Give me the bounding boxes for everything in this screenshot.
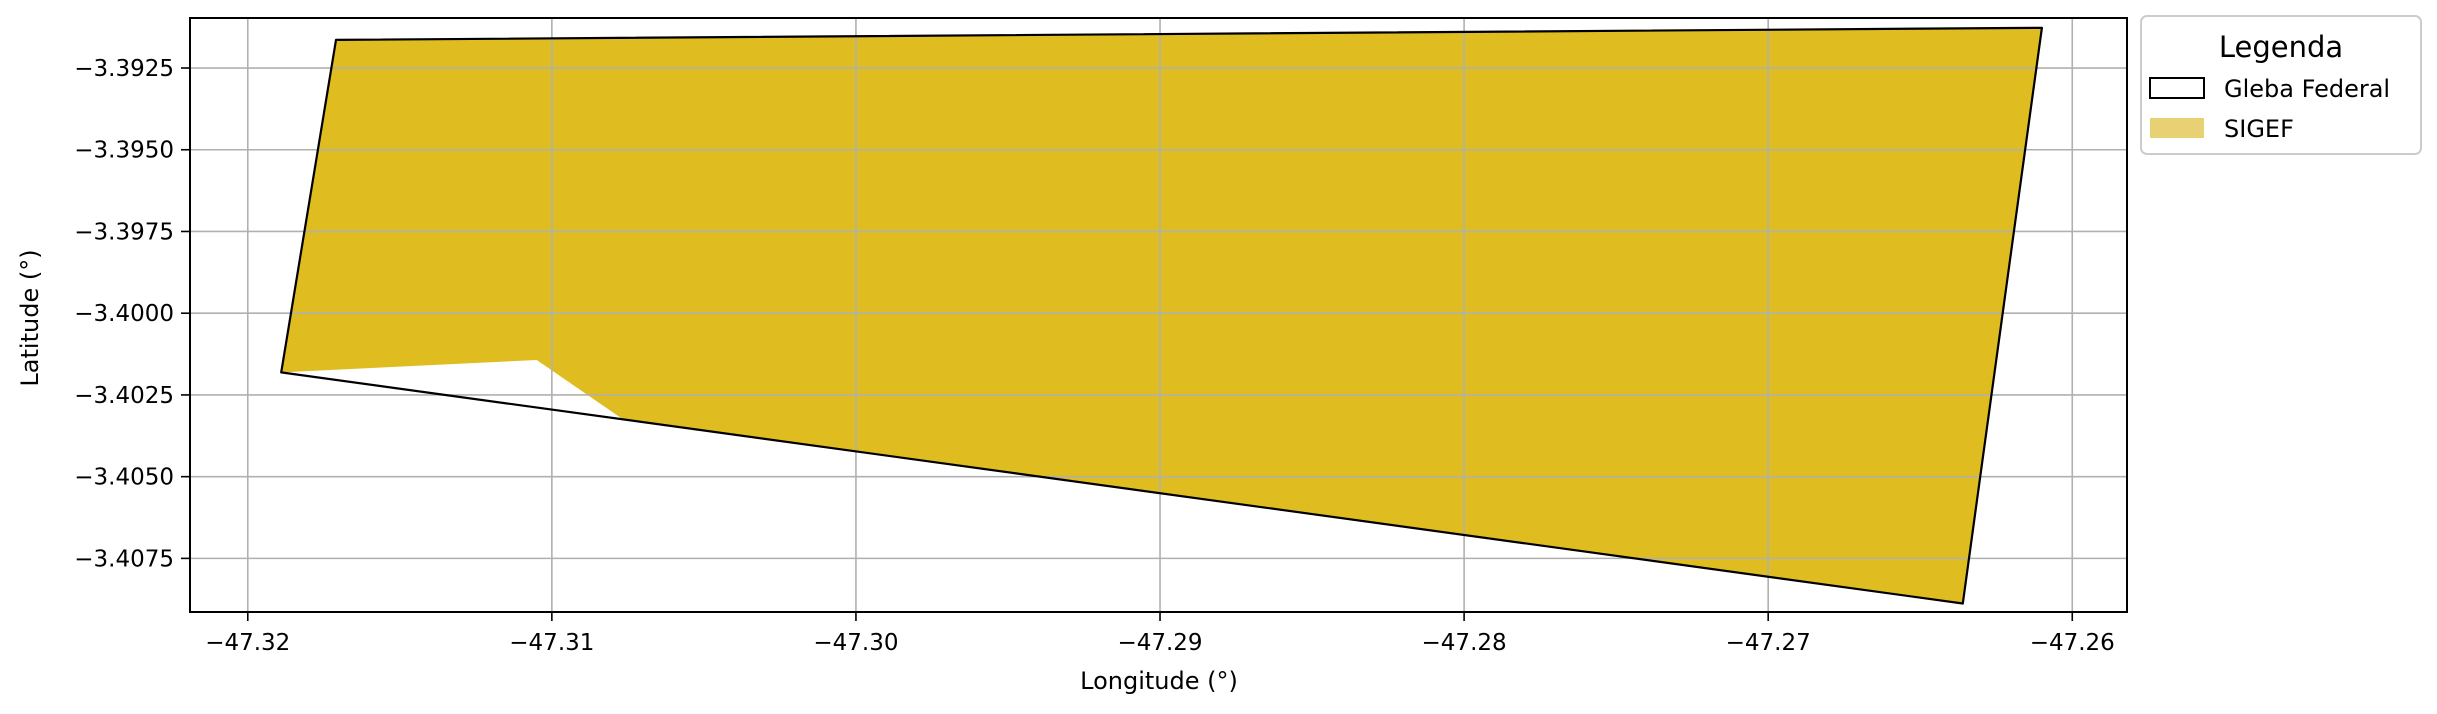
x-tick-label-5: −47.27 <box>1726 630 1811 656</box>
legend-title: Legenda <box>2219 30 2343 64</box>
y-tick-label-3: −3.4000 <box>74 301 174 327</box>
legend-label-gleba-federal: Gleba Federal <box>2224 75 2390 103</box>
x-tick-label-0: −47.32 <box>205 630 290 656</box>
x-tick-label-3: −47.29 <box>1117 630 1202 656</box>
legend: Legenda Gleba Federal SIGEF <box>2140 15 2422 155</box>
y-axis-label: Latitude (°) <box>16 249 44 386</box>
y-tick-label-6: −3.4075 <box>74 546 174 572</box>
y-tick-label-4: −3.4025 <box>74 383 174 409</box>
y-tick-label-1: −3.3950 <box>74 138 174 164</box>
y-tick-label-5: −3.4050 <box>74 465 174 491</box>
axes-frame <box>189 17 2128 613</box>
grid-lines <box>190 18 2127 612</box>
x-tick-label-1: −47.31 <box>509 630 594 656</box>
y-tick-label-2: −3.3975 <box>74 219 174 245</box>
x-tick-label-6: −47.26 <box>2030 630 2115 656</box>
x-tick-label-4: −47.28 <box>1422 630 1507 656</box>
y-tick-label-0: −3.3925 <box>74 56 174 82</box>
legend-label-sigef: SIGEF <box>2224 115 2294 143</box>
sigef-polygon <box>281 27 2042 604</box>
plot-area <box>281 27 2042 604</box>
outline-layer <box>280 26 2044 605</box>
x-tick-label-2: −47.30 <box>813 630 898 656</box>
legend-swatch-sigef <box>2150 118 2204 138</box>
x-axis-label: Longitude (°) <box>1080 667 1238 695</box>
axis-ticks: −47.32 −47.31 −47.30 −47.29 −47.28 −47.27 −47.… <box>74 56 2115 656</box>
legend-swatch-gleba-federal <box>2149 77 2205 99</box>
gleba-federal-outline <box>280 26 2044 605</box>
legend-box <box>2140 15 2422 155</box>
